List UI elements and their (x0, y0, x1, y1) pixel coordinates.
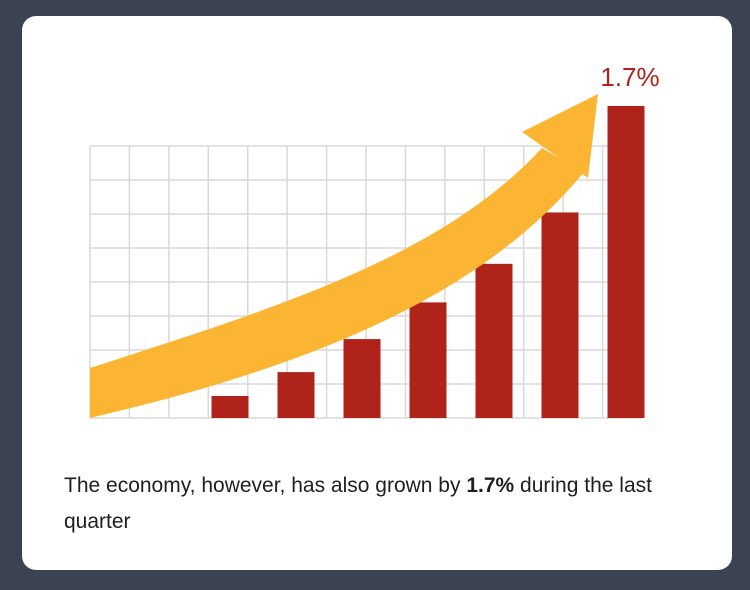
growth-bar-chart: 1.7% (89, 62, 660, 419)
bar-series (211, 106, 645, 418)
trend-arrow-head (522, 94, 598, 178)
bar-5 (475, 263, 513, 418)
content-card: 1.7% The economy, however, has also grow… (22, 16, 732, 570)
bar-3 (343, 339, 381, 418)
bar-1 (211, 395, 249, 418)
growth-annotation: 1.7% (600, 62, 659, 92)
trend-arrow-body (90, 148, 584, 418)
trend-arrow (90, 94, 598, 418)
bar-7 (607, 106, 645, 418)
bar-4 (409, 302, 447, 418)
caption-text: The economy, however, has also grown by … (64, 468, 704, 540)
bar-2 (277, 372, 315, 418)
caption-highlight: 1.7% (466, 474, 515, 497)
bar-6 (541, 212, 579, 418)
caption-before: The economy, however, has also grown by (64, 474, 467, 497)
caption-after: during the last quarter (64, 474, 652, 533)
